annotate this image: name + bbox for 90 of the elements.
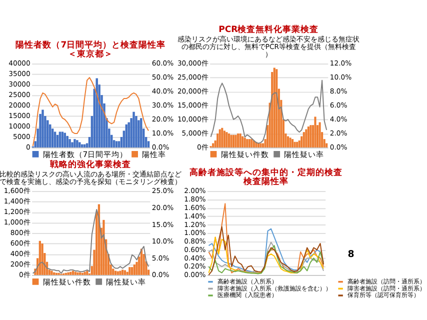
bar	[116, 271, 119, 275]
line-series	[32, 209, 150, 274]
bar	[41, 244, 44, 275]
bar	[273, 68, 276, 148]
line-series	[32, 77, 150, 147]
bar	[112, 268, 114, 275]
bar	[53, 272, 56, 275]
chart-title: PCR検査無料化事業検査	[218, 24, 319, 35]
bar	[128, 122, 130, 148]
bar	[38, 240, 41, 275]
bar	[54, 132, 56, 148]
bar	[326, 143, 328, 148]
bar	[67, 272, 70, 275]
bar	[260, 143, 262, 148]
bar	[122, 270, 124, 275]
legend-label: 陽性疑い件数	[42, 277, 91, 286]
bar	[119, 270, 122, 275]
bar	[51, 128, 54, 148]
bar	[244, 138, 246, 148]
bar	[84, 272, 86, 275]
bar	[239, 133, 242, 148]
bar	[68, 139, 71, 148]
bar	[223, 130, 226, 148]
bar	[56, 134, 59, 148]
bar	[246, 139, 248, 148]
chart-title: 戦略的強化事業検査	[49, 159, 132, 170]
bar	[74, 139, 76, 148]
legend-label: 陽性疑い率	[106, 277, 146, 286]
bar	[135, 116, 138, 148]
chart-title: 陽性者数（7日間平均）と検査陽性率＜東京都＞	[16, 39, 166, 60]
bar	[289, 138, 292, 148]
bar	[248, 139, 250, 148]
bar	[46, 120, 49, 148]
bar	[39, 114, 42, 148]
bar	[298, 140, 300, 148]
legend-label: 陽性率	[142, 150, 166, 159]
bar	[212, 143, 214, 148]
text: 8	[348, 248, 354, 260]
bar	[125, 124, 128, 148]
bar	[76, 140, 78, 148]
bar	[115, 141, 118, 148]
bar	[61, 132, 64, 148]
bar	[66, 136, 68, 148]
chart-title: 高齢者施設等への集中的・定期的検査検査陽性率	[190, 166, 343, 188]
bar	[133, 264, 136, 275]
line-series	[210, 80, 328, 144]
bar	[292, 139, 294, 148]
bar	[58, 132, 62, 148]
bar	[296, 142, 298, 148]
bar	[132, 112, 135, 148]
legend-label: 陽性疑い件数	[220, 150, 269, 159]
bar	[262, 143, 264, 148]
bar	[305, 129, 308, 148]
bar	[147, 141, 150, 148]
bar	[128, 267, 131, 275]
bar	[221, 128, 224, 148]
bar	[42, 110, 44, 148]
bar	[138, 120, 140, 148]
bar	[78, 142, 81, 148]
bar	[140, 118, 142, 148]
bar	[49, 124, 52, 148]
bar	[242, 136, 244, 148]
bar	[234, 134, 237, 148]
bar	[124, 270, 126, 275]
bar	[50, 270, 53, 275]
bar	[276, 69, 278, 148]
bar	[310, 125, 312, 148]
bar	[218, 129, 221, 148]
bar	[302, 132, 305, 148]
bar	[307, 126, 310, 148]
bar	[118, 141, 120, 148]
bar	[102, 220, 105, 275]
bar	[314, 116, 316, 148]
legend-label: 陽性疑い率	[284, 150, 324, 159]
bar	[130, 267, 134, 275]
bar	[271, 72, 274, 148]
bar	[230, 134, 232, 148]
bar	[228, 133, 230, 148]
legend-label: 陽性者数（7日間平均）	[42, 150, 128, 159]
bar	[216, 133, 219, 148]
bar	[286, 136, 290, 148]
bar	[96, 78, 98, 148]
bar	[232, 134, 235, 148]
bar	[71, 142, 74, 148]
bar	[294, 142, 296, 148]
bar	[226, 132, 228, 148]
bar	[300, 136, 303, 148]
bar	[318, 122, 321, 148]
bar	[237, 133, 240, 148]
bar	[76, 272, 79, 275]
